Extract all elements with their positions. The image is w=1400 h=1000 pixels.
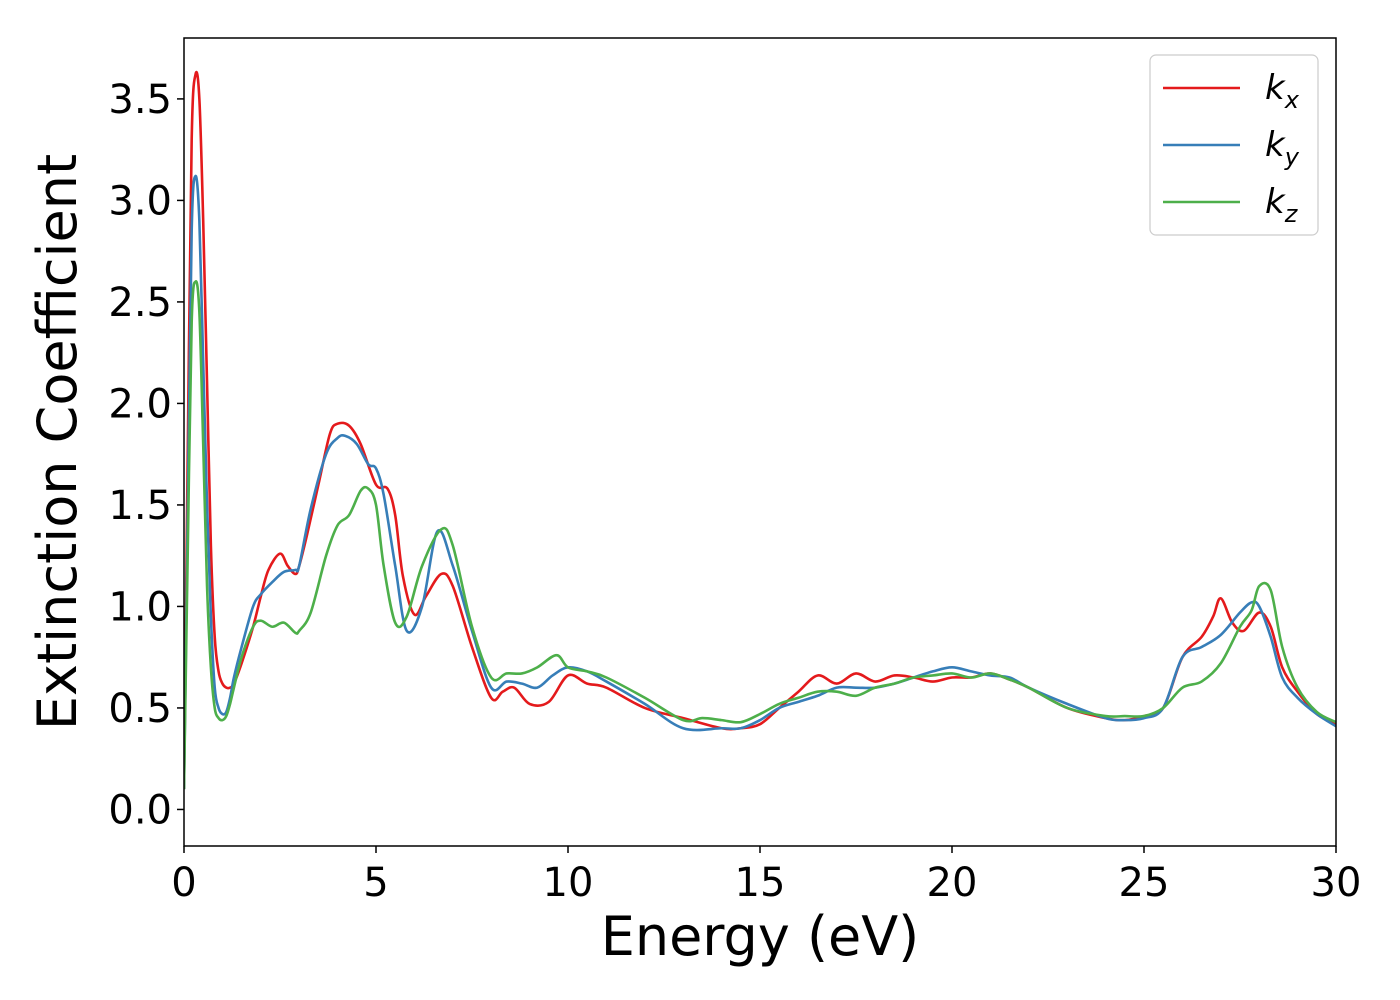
y-tick-label: 3.5 <box>108 77 172 123</box>
x-tick-label: 10 <box>543 860 594 906</box>
x-tick-label: 15 <box>735 860 786 906</box>
y-tick-label: 3.0 <box>108 178 172 224</box>
y-tick-label: 2.5 <box>108 280 172 326</box>
legend-label-k-z: kz <box>1265 182 1299 228</box>
x-axis-title: Energy (eV) <box>601 905 920 968</box>
y-tick-label: 0.5 <box>108 686 172 732</box>
y-tick-label: 2.0 <box>108 381 172 427</box>
series-line-k-z <box>184 280 1336 790</box>
y-axis-title: Extinction Coefficient <box>26 154 89 730</box>
legend-label-k-y: ky <box>1265 125 1300 171</box>
x-tick-label: 20 <box>927 860 978 906</box>
legend-items: kx ky kz <box>1163 68 1300 228</box>
y-tick-label: 1.5 <box>108 483 172 529</box>
x-tick-label: 0 <box>171 860 196 906</box>
x-axis-ticks: 0 5 10 15 20 25 30 <box>171 846 1361 906</box>
series-layer <box>184 70 1336 790</box>
legend: kx ky kz <box>1149 54 1319 236</box>
legend-label-k-x: kx <box>1265 68 1300 114</box>
series-line-k-y <box>184 174 1336 790</box>
y-axis-ticks: 0.0 0.5 1.0 1.5 2.0 2.5 3.0 3.5 <box>108 77 184 833</box>
y-tick-label: 0.0 <box>108 787 172 833</box>
x-tick-label: 25 <box>1119 860 1170 906</box>
y-tick-label: 1.0 <box>108 584 172 630</box>
x-tick-label: 30 <box>1311 860 1362 906</box>
x-tick-label: 5 <box>363 860 388 906</box>
